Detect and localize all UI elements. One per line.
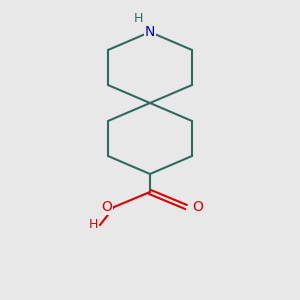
Text: N: N	[145, 25, 155, 39]
Text: O: O	[192, 200, 203, 214]
Text: O: O	[101, 200, 112, 214]
Text: H: H	[133, 11, 143, 25]
Text: H: H	[88, 218, 98, 232]
